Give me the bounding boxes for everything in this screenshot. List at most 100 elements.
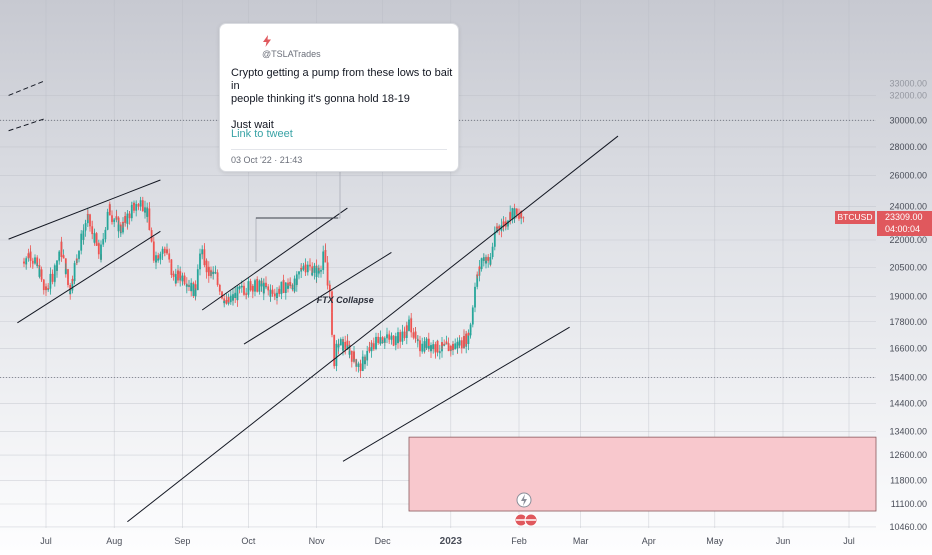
- candle-body: [84, 223, 87, 227]
- candle-body: [80, 233, 83, 245]
- candle-body: [75, 258, 78, 260]
- candle-body: [412, 332, 415, 337]
- candle-body: [232, 294, 234, 301]
- candle-body: [106, 211, 109, 224]
- candle-body: [287, 285, 289, 289]
- candle-body: [328, 284, 331, 292]
- candle-body: [258, 280, 261, 285]
- candle-body: [458, 340, 461, 346]
- candle-body: [419, 340, 421, 351]
- candle-body: [56, 260, 58, 271]
- candle-body: [234, 292, 237, 298]
- candle-body: [469, 324, 472, 333]
- candle-body: [502, 221, 505, 227]
- candle-body: [339, 339, 342, 340]
- candle-body: [348, 350, 351, 355]
- candle-body: [69, 290, 72, 295]
- last-price: 23309.00: [885, 212, 923, 222]
- candle-body: [185, 284, 188, 287]
- candle-body: [460, 340, 463, 348]
- candle-body: [150, 235, 153, 242]
- candle-body: [306, 269, 309, 273]
- annotation-ftx-collapse: FTX Collapse: [317, 295, 374, 305]
- x-tick-label: Dec: [375, 536, 392, 546]
- tweet-link[interactable]: Link to tweet: [231, 128, 293, 140]
- x-tick-label: Aug: [106, 536, 122, 546]
- candle-body: [430, 344, 432, 352]
- candle-body: [170, 259, 173, 264]
- candle-body: [441, 342, 443, 346]
- candle-body: [313, 267, 316, 273]
- candle-body: [53, 265, 56, 277]
- candle-body: [64, 269, 67, 274]
- candle-body: [520, 211, 523, 218]
- candle-body: [344, 347, 347, 350]
- candle-body: [326, 262, 329, 272]
- candle-body: [309, 265, 311, 267]
- candle-body: [38, 269, 41, 277]
- x-tick-label: Jul: [40, 536, 52, 546]
- x-tick-label: 2023: [440, 536, 463, 547]
- candle-body: [326, 271, 329, 286]
- x-tick-label: Mar: [573, 536, 589, 546]
- candle-body: [364, 360, 366, 365]
- trend-line: [342, 326, 570, 462]
- candle-body: [199, 256, 201, 270]
- candle-body: [93, 233, 96, 243]
- candle-body: [29, 251, 32, 261]
- y-tick-label: 11800.00: [890, 475, 927, 485]
- candle-body: [368, 347, 371, 352]
- candle-body: [205, 260, 208, 273]
- candle-body: [403, 333, 406, 338]
- candle-body: [414, 331, 417, 339]
- candle-body: [108, 204, 111, 216]
- candle-body: [135, 204, 138, 209]
- candle-body: [111, 218, 113, 222]
- candle-body: [89, 214, 91, 225]
- candle-body: [401, 331, 404, 338]
- symbol-label: BTCUSD: [835, 211, 875, 224]
- candle-body: [399, 337, 402, 342]
- x-tick-label: Nov: [309, 536, 326, 546]
- candle-body: [95, 240, 98, 246]
- candle-body: [265, 282, 267, 287]
- candle-body: [390, 335, 393, 337]
- candle-body: [493, 232, 496, 247]
- candle-body: [166, 249, 168, 254]
- candle-body: [177, 270, 179, 281]
- x-tick-label: Sep: [174, 536, 190, 546]
- candle-body: [485, 260, 487, 264]
- candle-body: [392, 344, 395, 346]
- candle-body: [221, 291, 223, 293]
- divider: [231, 149, 447, 150]
- candle-body: [229, 295, 232, 299]
- candle-body: [425, 338, 428, 348]
- candle-body: [331, 312, 333, 335]
- trend-line: [127, 135, 619, 523]
- candle-body: [130, 204, 133, 209]
- candle-body: [480, 263, 483, 270]
- x-tick-label: Feb: [511, 536, 527, 546]
- candle-body: [322, 251, 325, 261]
- candle-body: [346, 340, 349, 345]
- candle-body: [67, 279, 69, 285]
- candle-body: [361, 356, 364, 358]
- candle-body: [199, 253, 201, 257]
- candle-body: [366, 353, 369, 361]
- y-tick-label: 17800.00: [889, 317, 927, 327]
- candle-body: [410, 318, 413, 333]
- candle-body: [130, 208, 133, 219]
- candle-body: [245, 293, 248, 295]
- candle-body: [267, 289, 270, 291]
- candle-body: [128, 213, 131, 219]
- candle-body: [115, 216, 118, 218]
- candle-body: [260, 283, 263, 287]
- candle-body: [515, 213, 518, 215]
- candle-body: [135, 208, 138, 211]
- candle-body: [335, 343, 338, 349]
- candle-body: [471, 313, 474, 325]
- candle-body: [447, 343, 450, 352]
- candle-body: [474, 286, 476, 301]
